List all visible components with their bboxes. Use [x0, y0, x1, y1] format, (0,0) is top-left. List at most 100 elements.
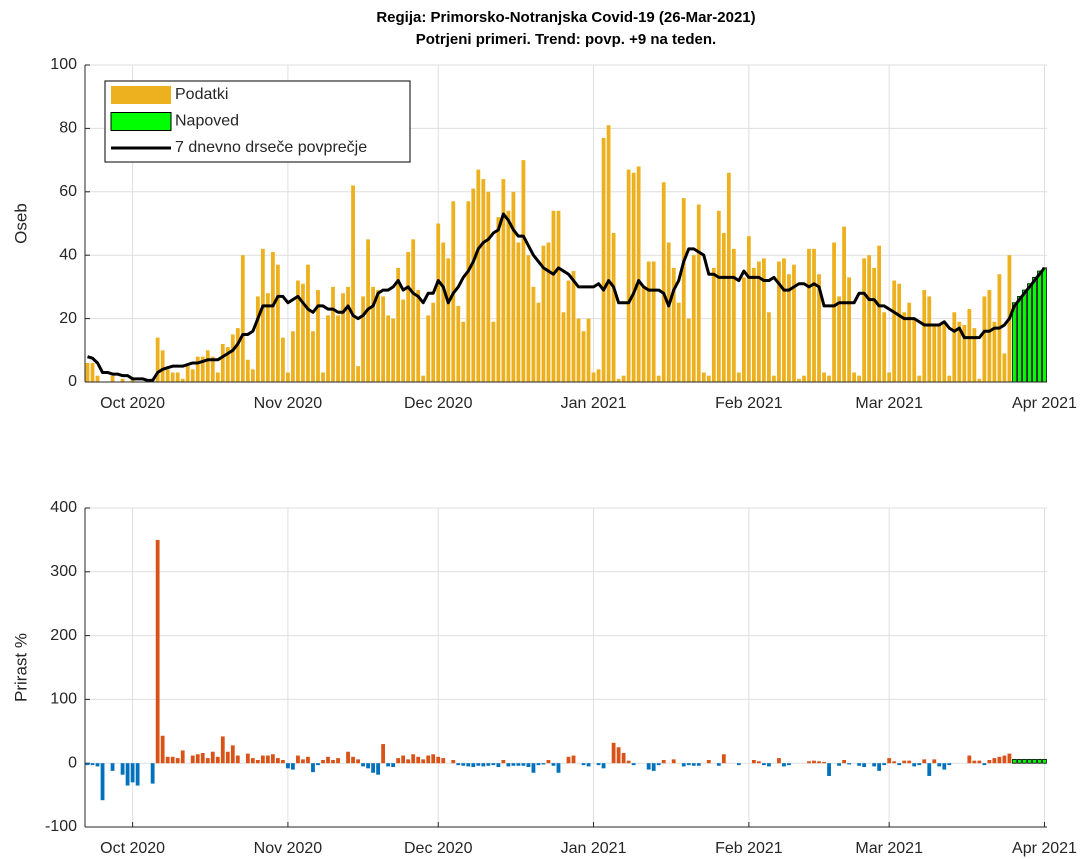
bar — [506, 763, 511, 767]
bar — [1032, 758, 1037, 764]
bar — [942, 321, 947, 382]
bar — [220, 343, 225, 382]
bar — [867, 255, 872, 382]
bar — [591, 372, 596, 382]
bar — [947, 763, 952, 766]
bar — [331, 286, 335, 382]
bar — [837, 763, 841, 766]
bar — [887, 372, 892, 382]
bar — [822, 761, 826, 764]
bar — [235, 328, 240, 382]
bar — [175, 758, 180, 764]
x-tick-label: Oct 2020 — [100, 840, 165, 857]
bar — [571, 755, 576, 764]
bar — [396, 267, 401, 382]
bar — [511, 763, 516, 766]
bar — [777, 261, 781, 382]
bar — [852, 372, 857, 382]
bar — [165, 756, 170, 764]
bar — [255, 296, 260, 382]
bar — [541, 763, 546, 765]
y-tick-label: 60 — [59, 183, 77, 200]
bar — [446, 258, 451, 382]
bar — [917, 375, 922, 382]
bar — [356, 759, 360, 764]
bar — [962, 324, 967, 382]
y-tick-label: -100 — [45, 818, 77, 835]
bar — [180, 750, 185, 764]
bar — [1012, 758, 1017, 764]
bar — [150, 763, 155, 784]
bar — [85, 763, 90, 766]
legend-swatch — [110, 112, 172, 131]
bar — [190, 755, 195, 764]
bar — [656, 763, 661, 766]
x-tick-label: Apr 2021 — [1012, 840, 1077, 857]
bar — [762, 258, 766, 382]
bar — [1022, 758, 1027, 764]
bar — [937, 324, 942, 382]
bar — [606, 125, 611, 382]
bar — [746, 236, 751, 382]
bar — [270, 252, 275, 382]
bar — [777, 758, 781, 764]
bar — [576, 318, 581, 382]
bar — [982, 763, 987, 766]
bar — [631, 763, 636, 766]
bar — [822, 372, 826, 382]
bar — [696, 763, 701, 766]
y-tick-label: 20 — [59, 310, 77, 327]
bar — [316, 763, 320, 766]
x-tick-label: Dec 2020 — [404, 840, 473, 857]
bar — [426, 315, 431, 382]
bar — [1017, 296, 1022, 383]
y-tick-label: 0 — [68, 754, 77, 771]
bar — [1012, 302, 1017, 383]
bar — [832, 242, 836, 382]
bar — [721, 233, 726, 382]
bar — [917, 763, 922, 766]
bar — [230, 334, 235, 382]
bar — [661, 182, 666, 382]
bar — [711, 267, 716, 382]
bar — [351, 756, 355, 764]
bar — [571, 271, 576, 382]
bar — [967, 309, 972, 382]
bar — [541, 245, 546, 382]
x-tick-label: Oct 2020 — [100, 395, 165, 412]
bar — [386, 315, 391, 382]
bar — [611, 233, 616, 382]
bar — [481, 179, 486, 382]
bar — [807, 761, 811, 764]
bar — [356, 366, 360, 382]
bar — [476, 763, 481, 766]
bar — [265, 755, 270, 764]
bar — [270, 754, 275, 764]
bar — [456, 305, 461, 382]
bar — [225, 751, 230, 764]
bar — [596, 763, 601, 766]
bar — [245, 359, 250, 382]
bar — [787, 274, 791, 382]
bar — [421, 375, 426, 382]
y-axis-label: Prirast % — [11, 633, 30, 702]
bar — [436, 756, 441, 764]
bar — [1037, 270, 1042, 383]
bar — [872, 763, 877, 767]
x-tick-label: Feb 2021 — [715, 840, 783, 857]
bar — [406, 252, 411, 382]
bar — [90, 763, 95, 766]
bar — [977, 760, 982, 764]
bar — [952, 312, 957, 382]
y-tick-label: 400 — [50, 499, 77, 516]
bar — [862, 763, 867, 768]
bar — [972, 328, 977, 382]
bar — [561, 312, 566, 382]
bar — [586, 318, 591, 382]
bar — [491, 321, 496, 382]
bar — [220, 736, 225, 764]
bar — [877, 245, 882, 382]
bar — [476, 169, 481, 382]
x-tick-label: Jan 2021 — [561, 395, 627, 412]
bar — [882, 763, 887, 766]
